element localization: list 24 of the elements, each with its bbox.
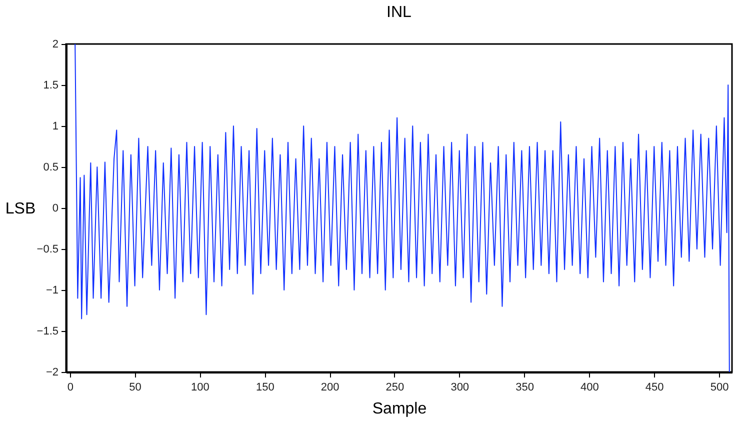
y-tick-label: −1.5 <box>36 326 58 338</box>
x-axis-title: Sample <box>372 400 427 418</box>
x-tick-label: 0 <box>67 382 74 394</box>
y-tick-label: 0.5 <box>43 162 58 174</box>
y-tick-label: 1.5 <box>43 80 58 92</box>
y-tick-label: −2 <box>46 366 58 378</box>
y-axis-title: LSB <box>5 200 36 218</box>
y-tick-label: −0.5 <box>36 244 58 256</box>
chart-title: INL <box>386 4 412 21</box>
x-tick-label: 300 <box>450 382 470 394</box>
x-tick-label: 100 <box>191 382 210 394</box>
x-tick-label: 350 <box>516 382 534 394</box>
y-tick-label: 0 <box>52 202 58 214</box>
line-series <box>74 44 730 372</box>
x-tick-label: 250 <box>386 382 404 394</box>
x-tick-label: 150 <box>256 382 274 394</box>
x-tick-label: 500 <box>710 382 729 394</box>
x-tick-label: 200 <box>320 382 340 394</box>
y-tick-label: −1 <box>46 284 58 296</box>
y-tick-label: 2 <box>52 38 58 50</box>
x-tick-label: 400 <box>580 382 599 394</box>
x-tick-label: 450 <box>645 382 664 394</box>
y-tick-label: 1 <box>52 120 58 132</box>
x-tick-label: 50 <box>129 382 142 394</box>
